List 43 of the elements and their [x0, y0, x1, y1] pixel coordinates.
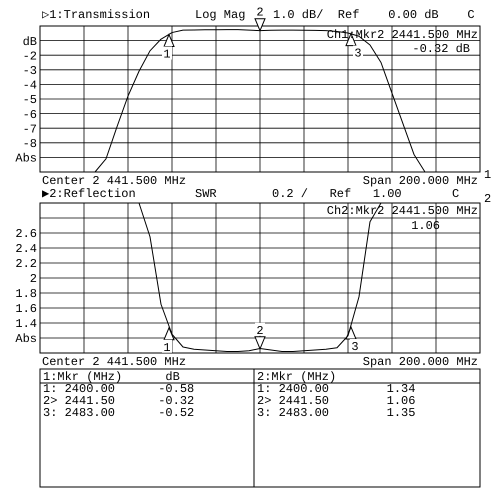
annotation: 3 [351, 340, 359, 354]
y-tick-label: -3 [22, 64, 37, 78]
text: 1.0 dB/ Ref 0.00 dB C [273, 8, 475, 22]
y-tick-label: 1.8 [15, 287, 37, 302]
y-tick-label: -4 [22, 78, 37, 93]
text: Center 2 441.500 MHz [42, 174, 186, 188]
y-tick-label: -7 [22, 122, 37, 136]
y-tick-label: 2.2 [15, 257, 37, 272]
y-tick-label: -8 [22, 137, 37, 151]
annotation: 2 [256, 324, 264, 338]
annotation: 3 [354, 46, 362, 61]
text: 1:Mkr (MHz) dB [43, 370, 180, 384]
annotation: 1 [163, 48, 171, 62]
y-tick-label: 1.4 [15, 317, 37, 332]
y-tick-label: -5 [22, 93, 37, 108]
text: Span 200.000 MHz [362, 355, 478, 369]
y-tick-label: 1.6 [15, 302, 37, 316]
text: Span 200.000 MHz [362, 174, 478, 188]
text: 1 [484, 168, 492, 182]
text: 2 [256, 6, 264, 20]
text: 2 [484, 192, 492, 206]
y-tick-label: 2 [30, 272, 37, 286]
text: 1: 2400.00 -0.58 [43, 382, 194, 396]
text: 0.2 / Ref 1.00 C [272, 187, 460, 201]
text: 2:Mkr (MHz) [257, 370, 336, 384]
y-tick-label: 2.6 [15, 227, 37, 242]
annotation: 1 [163, 340, 171, 355]
text: ▶2:Reflection [42, 187, 136, 201]
text: 1: 2400.00 1.34 [257, 382, 416, 396]
text: ▷1:Transmission [42, 8, 150, 22]
text: 2> 2441.50 1.06 [257, 394, 416, 408]
y-tick-label: Abs [15, 332, 37, 346]
y-tick-label: -6 [22, 108, 37, 122]
text: Log Mag [195, 8, 246, 22]
text: 2> 2441.50 -0.32 [43, 394, 194, 408]
y-tick-label: Abs [15, 152, 37, 166]
text: Center 2 441.500 MHz [42, 355, 186, 369]
text: SWR [195, 187, 217, 201]
y-tick-label: dB [22, 34, 37, 49]
text: 3: 2483.00 1.35 [257, 406, 416, 420]
y-tick-label: -2 [22, 49, 37, 64]
y-tick-label: 2.4 [15, 242, 37, 256]
text: 3: 2483.00 -0.52 [43, 406, 194, 420]
